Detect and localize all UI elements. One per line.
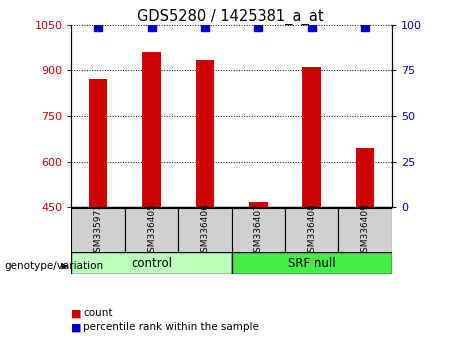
Text: ■: ■ [71, 308, 82, 318]
Text: genotype/variation: genotype/variation [5, 261, 104, 271]
Point [308, 24, 315, 29]
Text: GSM336405: GSM336405 [147, 203, 156, 258]
Bar [356, 148, 374, 207]
Bar [231, 252, 392, 274]
Text: count: count [83, 308, 112, 318]
Text: percentile rank within the sample: percentile rank within the sample [83, 322, 259, 332]
Point [254, 24, 262, 29]
Point [148, 24, 155, 29]
Text: GSM336406: GSM336406 [201, 203, 209, 258]
Bar [125, 208, 178, 253]
Bar [195, 60, 214, 207]
Bar [178, 208, 231, 253]
Bar [142, 52, 161, 207]
Bar [249, 202, 268, 207]
Point [361, 24, 369, 29]
Text: control: control [131, 257, 172, 270]
Text: ■: ■ [71, 322, 82, 332]
Text: GSM336407: GSM336407 [254, 203, 263, 258]
Bar [89, 80, 107, 207]
Bar [338, 208, 392, 253]
Text: GSM335971: GSM335971 [94, 203, 103, 258]
Bar [302, 67, 321, 207]
Bar [71, 208, 125, 253]
Text: SRF null: SRF null [288, 257, 336, 270]
Bar [71, 252, 231, 274]
Text: GDS5280 / 1425381_a_at: GDS5280 / 1425381_a_at [137, 9, 324, 25]
Point [201, 24, 209, 29]
Point [95, 24, 102, 29]
Text: GSM336409: GSM336409 [361, 203, 370, 258]
Bar [285, 208, 338, 253]
Text: GSM336408: GSM336408 [307, 203, 316, 258]
Bar [231, 208, 285, 253]
